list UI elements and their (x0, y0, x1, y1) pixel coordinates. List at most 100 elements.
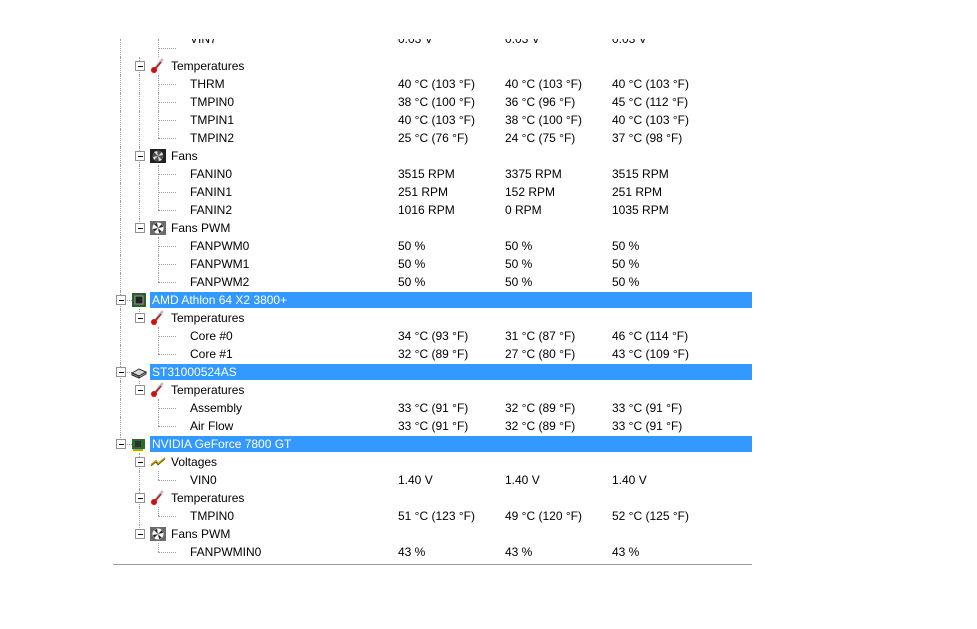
category-row-temperatures[interactable]: Temperatures (113, 489, 752, 507)
sensor-name: TMPIN2 (190, 131, 235, 145)
sensor-row[interactable]: TMPIN0 38 °C (100 °F) 36 °C (96 °F) 45 °C (… (113, 93, 752, 111)
sensor-value-max: 1035 RPM (612, 203, 669, 217)
sensor-value-max: 50 % (612, 257, 640, 271)
sensor-row[interactable]: THRM 40 °C (103 °F) 40 °C (103 °F) 40 °C (1… (113, 75, 752, 93)
sensor-value-min: 32 °C (89 °F) (505, 401, 576, 415)
sensor-value-current: 33 °C (91 °F) (398, 401, 469, 415)
sensor-name: FANPWMIN0 (190, 545, 262, 559)
sensor-row[interactable]: TMPIN2 25 °C (76 °F) 24 °C (75 °F) 37 °C (9… (113, 129, 752, 147)
sensor-value-min: 43 % (505, 545, 533, 559)
category-label: Fans PWM (171, 221, 231, 235)
device-row-cpu[interactable]: AMD Athlon 64 X2 3800+ (113, 291, 752, 309)
collapse-toggle[interactable] (116, 367, 126, 377)
collapse-toggle[interactable] (135, 385, 145, 395)
sensor-name: FANPWM0 (190, 239, 250, 253)
sensor-row[interactable]: Air Flow 33 °C (91 °F) 32 °C (89 °F) 33 °C … (113, 417, 752, 435)
sensor-name: Core #0 (190, 329, 233, 343)
category-row-temperatures[interactable]: Temperatures (113, 381, 752, 399)
sensor-value-max: 251 RPM (612, 185, 663, 199)
sensor-value-max: 40 °C (103 °F) (612, 113, 689, 127)
sensor-value-current: 34 °C (93 °F) (398, 329, 469, 343)
category-row-fans[interactable]: Fans (113, 147, 752, 165)
collapse-toggle[interactable] (135, 529, 145, 539)
collapse-toggle[interactable] (135, 151, 145, 161)
sensor-name: TMPIN0 (190, 509, 235, 523)
category-label: Temperatures (171, 311, 245, 325)
sensor-value-min: 49 °C (120 °F) (505, 509, 582, 523)
device-name: AMD Athlon 64 X2 3800+ (152, 293, 288, 307)
collapse-toggle[interactable] (116, 439, 126, 449)
collapse-toggle[interactable] (135, 493, 145, 503)
cpu-chip-icon (132, 293, 146, 307)
device-row-hdd[interactable]: ST31000524AS (113, 363, 752, 381)
sensor-row[interactable]: Core #1 32 °C (89 °F) 27 °C (80 °F) 43 °C (… (113, 345, 752, 363)
category-label: Temperatures (171, 491, 245, 505)
collapse-toggle[interactable] (135, 223, 145, 233)
sensor-tree[interactable]: VIN7 0.03 V 0.03 V 0.03 V Temperatures TH… (113, 39, 752, 564)
sensor-row[interactable]: FANIN0 3515 RPM 3375 RPM 3515 RPM (113, 165, 752, 183)
sensor-name: VIN0 (190, 473, 217, 487)
sensor-value-min: 38 °C (100 °F) (505, 113, 582, 127)
collapse-toggle[interactable] (135, 313, 145, 323)
collapse-toggle[interactable] (135, 457, 145, 467)
sensor-value-current: 1.40 V (398, 473, 433, 487)
sensor-value-min: 40 °C (103 °F) (505, 77, 582, 91)
sensor-value-current: 1016 RPM (398, 203, 455, 217)
sensor-row[interactable]: Core #0 34 °C (93 °F) 31 °C (87 °F) 46 °C (… (113, 327, 752, 345)
hard-disk-icon (131, 368, 147, 379)
sensor-name: Air Flow (190, 419, 234, 433)
sensor-value-min: 27 °C (80 °F) (505, 347, 576, 361)
sensor-value-current: 25 °C (76 °F) (398, 131, 469, 145)
voltage-icon (150, 457, 166, 467)
sensor-value-max: 45 °C (112 °F) (612, 95, 689, 109)
sensor-value-current: 50 % (398, 275, 426, 289)
sensor-row[interactable]: VIN0 1.40 V 1.40 V 1.40 V (113, 471, 752, 489)
device-row-gpu[interactable]: NVIDIA GeForce 7800 GT (113, 435, 752, 453)
sensor-row[interactable]: TMPIN0 51 °C (123 °F) 49 °C (120 °F) 52 °C … (113, 507, 752, 525)
category-row-temperatures[interactable]: Temperatures (113, 309, 752, 327)
category-label: Temperatures (171, 59, 245, 73)
thermometer-icon (151, 58, 164, 73)
category-row-fanspwm[interactable]: Fans PWM (113, 219, 752, 237)
sensor-row[interactable]: FANIN1 251 RPM 152 RPM 251 RPM (113, 183, 752, 201)
fan-icon (150, 149, 166, 163)
collapse-toggle[interactable] (116, 295, 126, 305)
sensor-value-current: 50 % (398, 257, 426, 271)
sensor-row[interactable]: TMPIN1 40 °C (103 °F) 38 °C (100 °F) 40 °C … (113, 111, 752, 129)
sensor-row[interactable]: FANPWM0 50 % 50 % 50 % (113, 237, 752, 255)
sensor-name: Assembly (190, 401, 243, 415)
thermometer-icon (151, 310, 164, 325)
sensor-row[interactable]: FANPWM2 50 % 50 % 50 % (113, 273, 752, 291)
sensor-name: FANIN1 (190, 185, 233, 199)
sensor-row[interactable]: FANIN2 1016 RPM 0 RPM 1035 RPM (113, 201, 752, 219)
sensor-value-max: 40 °C (103 °F) (612, 77, 689, 91)
category-row-temperatures[interactable]: Temperatures (113, 57, 752, 75)
category-label: Temperatures (171, 383, 245, 397)
sensor-value-max: 50 % (612, 275, 640, 289)
sensor-value-min: 50 % (505, 257, 533, 271)
selection-highlight (150, 364, 752, 380)
collapse-toggle[interactable] (135, 61, 145, 71)
sensor-value-current: 40 °C (103 °F) (398, 113, 475, 127)
sensor-row[interactable]: Assembly 33 °C (91 °F) 32 °C (89 °F) 33 °C … (113, 399, 752, 417)
fan-pwm-icon (150, 221, 166, 235)
sensor-value-min: 24 °C (75 °F) (505, 131, 576, 145)
tree-row-leaf[interactable]: VIN7 0.03 V 0.03 V 0.03 V (113, 39, 752, 57)
sensor-row[interactable]: FANPWMIN0 43 % 43 % 43 % (113, 543, 752, 561)
category-label: Fans (171, 149, 198, 163)
fan-pwm-icon (150, 527, 166, 541)
category-label: Fans PWM (171, 527, 231, 541)
sensor-name: FANPWM2 (190, 275, 250, 289)
sensor-value-current: 33 °C (91 °F) (398, 419, 469, 433)
sensor-name: FANPWM1 (190, 257, 250, 271)
category-row-fanspwm[interactable]: Fans PWM (113, 525, 752, 543)
sensor-value-current: 50 % (398, 239, 426, 253)
sensor-row[interactable]: FANPWM1 50 % 50 % 50 % (113, 255, 752, 273)
sensor-value-current: 51 °C (123 °F) (398, 509, 475, 523)
sensor-value-max: 1.40 V (612, 473, 647, 487)
sensor-value-min: 50 % (505, 275, 533, 289)
sensor-value-min: 1.40 V (505, 473, 540, 487)
sensor-name: TMPIN0 (190, 95, 235, 109)
sensor-value-max: 43 °C (109 °F) (612, 347, 689, 361)
category-row-voltages[interactable]: Voltages (113, 453, 752, 471)
